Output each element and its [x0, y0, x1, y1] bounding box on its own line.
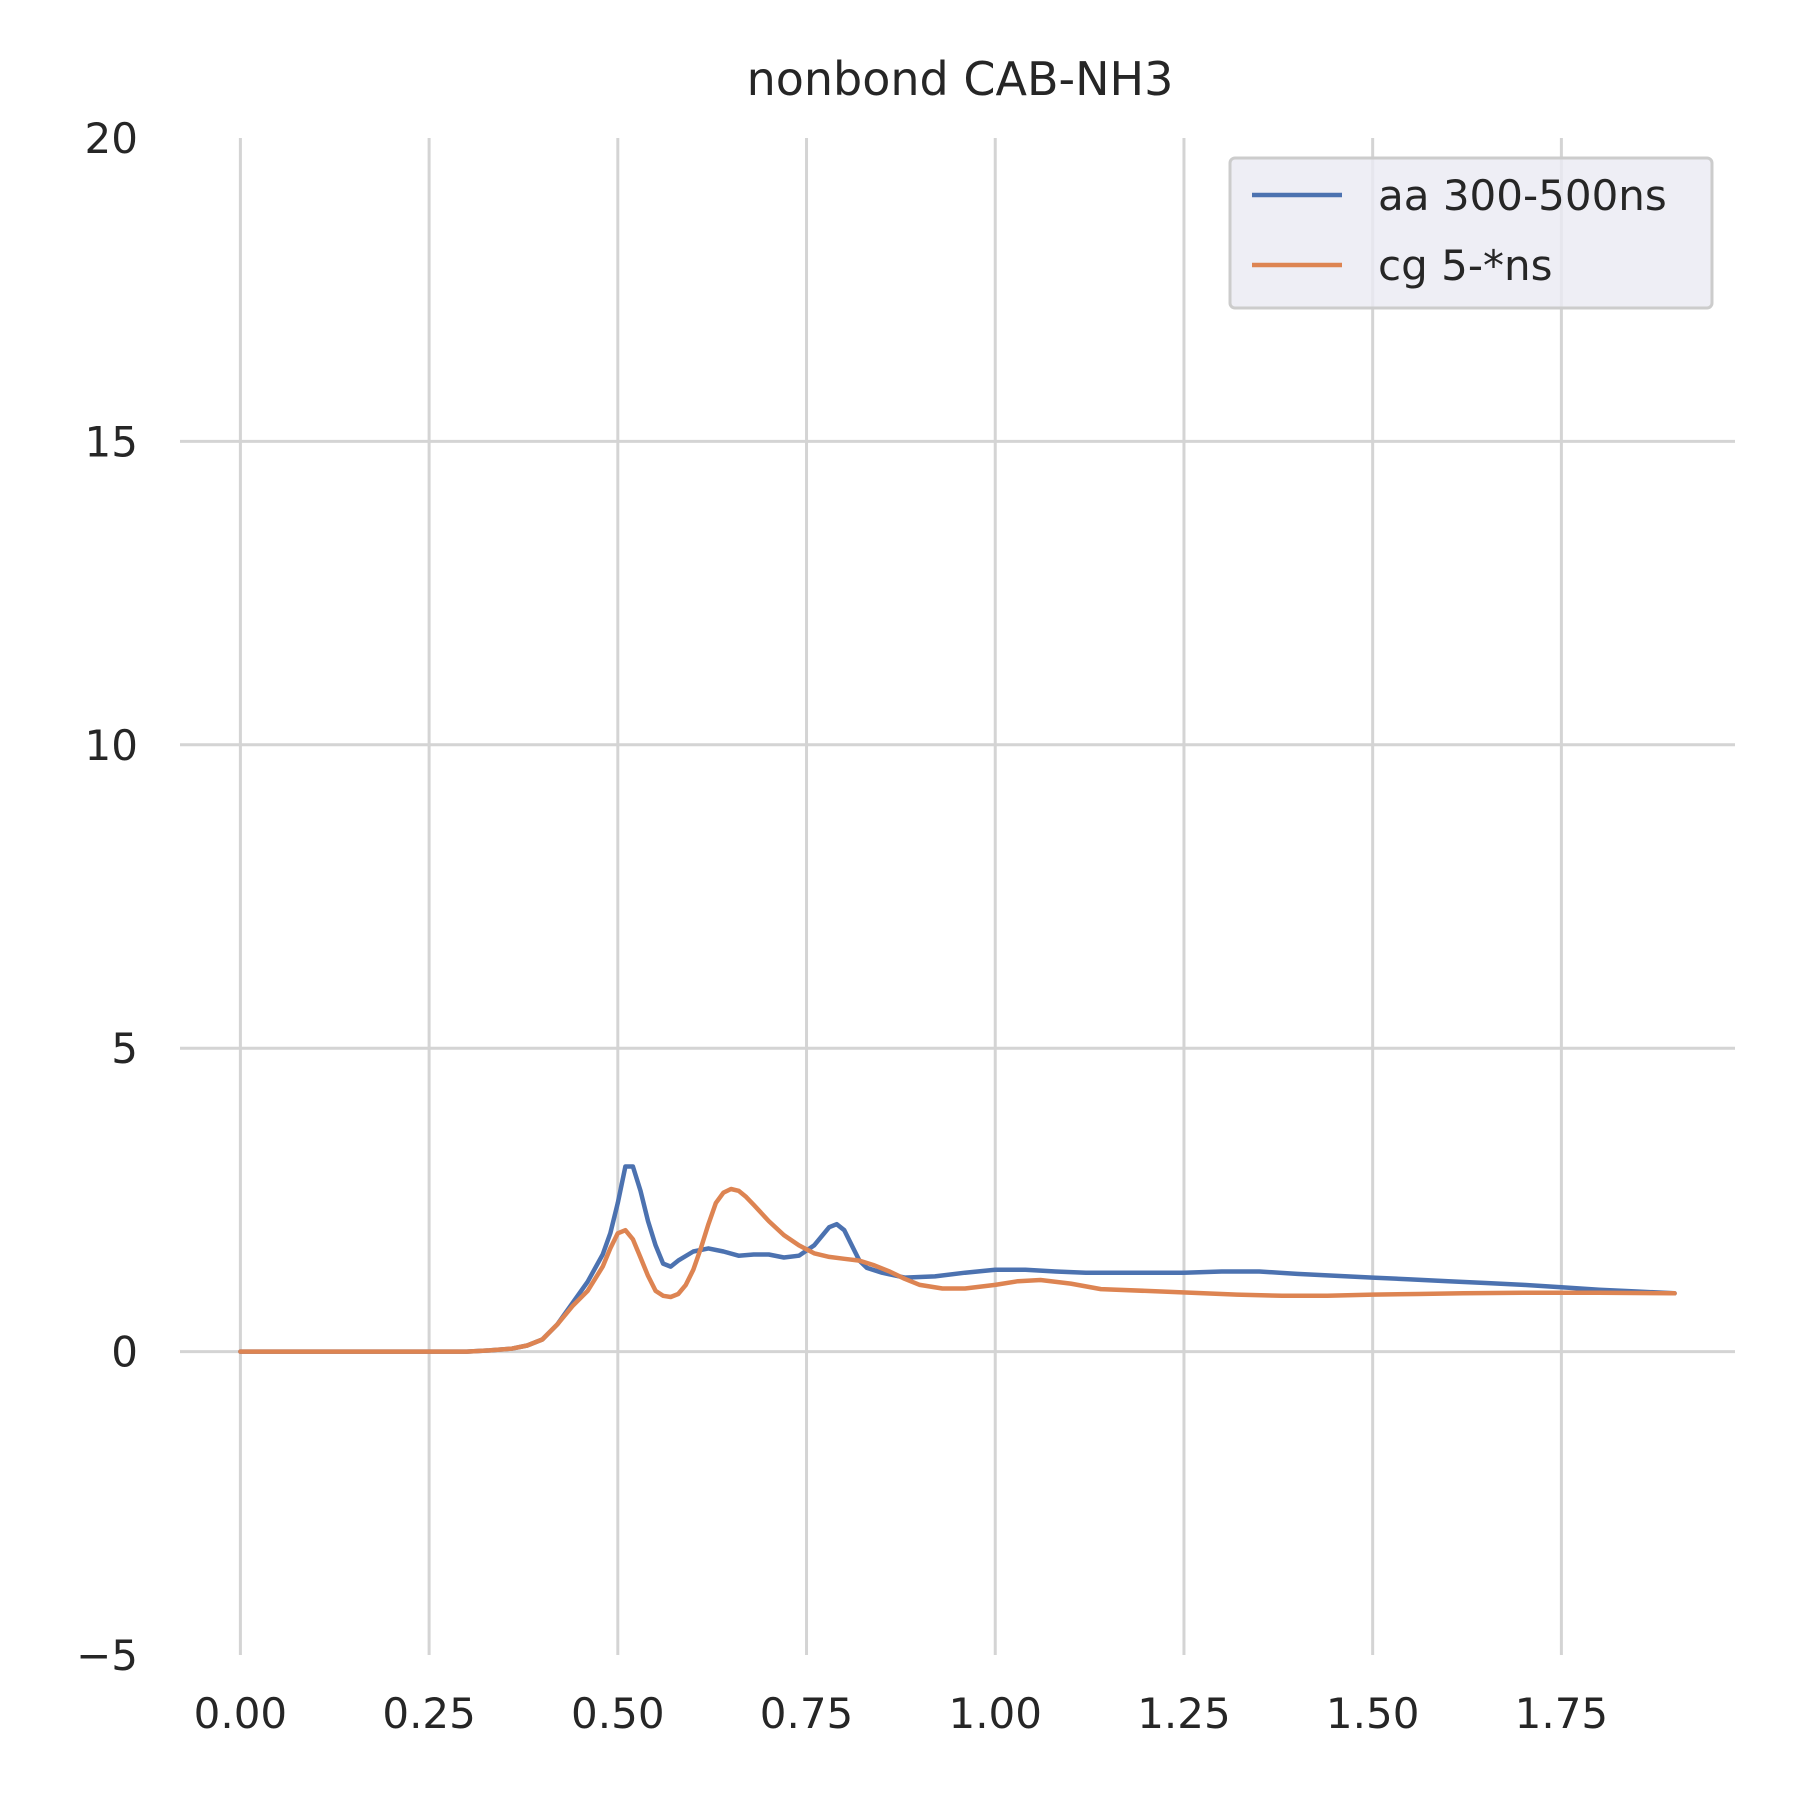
x-tick-label: 0.50: [571, 1689, 665, 1738]
x-tick-label: 1.00: [948, 1689, 1042, 1738]
series-line-cg: [238, 1186, 1677, 1354]
legend: aa 300-500ns cg 5-*ns: [1228, 156, 1714, 310]
legend-box: [1228, 156, 1714, 310]
y-axis-tick-labels: −5 0 5 10 15 20: [76, 114, 138, 1680]
x-tick-label: 1.50: [1326, 1689, 1420, 1738]
x-axis-tick-labels: 0.00 0.25 0.50 0.75 1.00 1.25 1.50 1.75: [194, 1689, 1609, 1738]
series-line-aa: [238, 1164, 1677, 1354]
grid: [180, 138, 1735, 1655]
x-tick-label: 0.25: [382, 1689, 476, 1738]
x-tick-label: 1.25: [1137, 1689, 1231, 1738]
x-tick-label: 1.75: [1515, 1689, 1609, 1738]
y-tick-label: 20: [85, 114, 138, 163]
x-tick-label: 0.75: [760, 1689, 854, 1738]
y-tick-label: 5: [111, 1024, 138, 1073]
legend-label-cg: cg 5-*ns: [1378, 241, 1552, 290]
y-tick-label: 15: [85, 417, 138, 466]
legend-label-aa: aa 300-500ns: [1378, 171, 1667, 220]
y-tick-label: 0: [111, 1328, 138, 1377]
x-tick-label: 0.00: [194, 1689, 288, 1738]
chart-title: nonbond CAB-NH3: [747, 52, 1174, 106]
y-tick-label: −5: [76, 1631, 138, 1680]
series-lines: [238, 1164, 1677, 1354]
y-tick-label: 10: [85, 721, 138, 770]
